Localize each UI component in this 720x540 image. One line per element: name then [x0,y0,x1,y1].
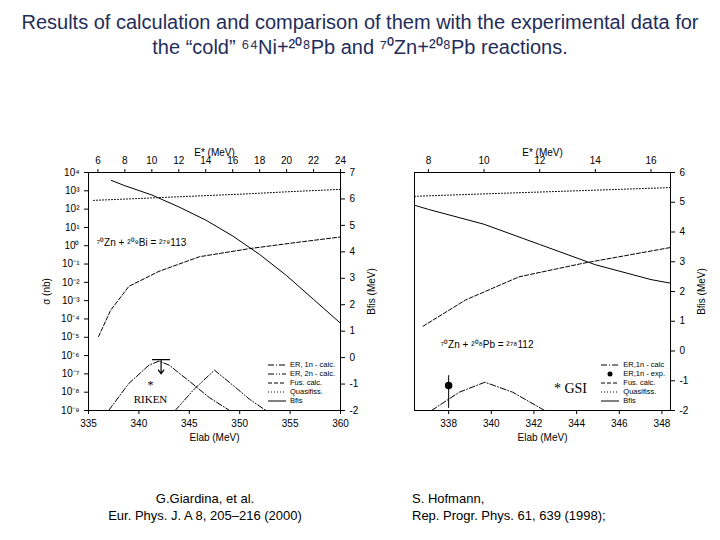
svg-text:⁷⁰Zn + ²⁰⁸Pb = ²⁷⁸112: ⁷⁰Zn + ²⁰⁸Pb = ²⁷⁸112 [441,339,534,350]
svg-text:345: 345 [181,418,198,429]
svg-text:3: 3 [350,272,356,283]
svg-text:-1: -1 [350,378,359,389]
html-text:Bfis: Bfis [290,396,303,405]
svg-text:Bfis (MeV): Bfis (MeV) [366,268,377,315]
svg-text:6: 6 [95,155,101,166]
svg-text:340: 340 [131,418,148,429]
svg-text:10³: 10³ [65,185,80,196]
svg-text:10¹: 10¹ [65,222,80,233]
svg-text:0: 0 [680,345,686,356]
svg-text:*: * [148,378,154,392]
html-text:ER,1n - calc: ER,1n - calc [623,360,665,369]
svg-text:5: 5 [350,220,356,231]
svg-text:342: 342 [526,418,543,429]
svg-text:3: 3 [680,256,686,267]
svg-text:1: 1 [350,325,356,336]
svg-text:10: 10 [479,155,491,166]
svg-text:8: 8 [426,155,432,166]
svg-text:16: 16 [645,155,657,166]
svg-text:10⁻⁴: 10⁻⁴ [61,313,79,324]
html-text:Fus. calc.: Fus. calc. [623,378,656,387]
svg-text:8: 8 [122,155,128,166]
svg-text:10⁴: 10⁴ [64,167,79,178]
svg-text:12: 12 [534,154,546,166]
svg-text:10²: 10² [65,203,80,214]
svg-text:1: 1 [680,315,686,326]
svg-text:-1: -1 [680,375,689,386]
html-text:ER, 1n - calc.: ER, 1n - calc. [290,360,335,369]
svg-text:* GSI: * GSI [554,381,587,396]
svg-text:348: 348 [654,418,671,429]
html-text:Rep. Progr. Phys. 61, 639 (199: Rep. Progr. Phys. 61, 639 (1998); [412,508,606,523]
svg-text:12: 12 [173,155,185,166]
svg-text:10: 10 [146,155,158,166]
svg-text:10⁻¹: 10⁻¹ [62,258,80,269]
svg-text:σ (nb): σ (nb) [41,278,52,305]
svg-text:10⁻⁶: 10⁻⁶ [61,350,79,361]
svg-text:Elab (MeV): Elab (MeV) [189,432,239,443]
svg-text:14: 14 [200,154,212,166]
svg-text:24: 24 [335,155,347,166]
svg-text:-2: -2 [680,405,689,416]
html-text:Fus. calc.: Fus. calc. [290,378,323,387]
html-text:Eur. Phys. J. A 8, 205–216 (20: Eur. Phys. J. A 8, 205–216 (2000) [108,508,302,523]
html-text:Quasifiss.: Quasifiss. [623,387,657,396]
html-text:Results of calculation and com: Results of calculation and comparison of… [21,11,699,58]
svg-text:10⁰: 10⁰ [64,240,79,251]
svg-text:10⁻⁹: 10⁻⁹ [61,405,79,416]
svg-text:RIKEN: RIKEN [134,393,168,405]
svg-text:7: 7 [350,167,356,178]
svg-text:346: 346 [611,418,628,429]
svg-text:4: 4 [350,246,356,257]
svg-text:⁷⁰Zn + ²⁰⁹Bi = ²⁷⁹113: ⁷⁰Zn + ²⁰⁹Bi = ²⁷⁹113 [97,237,187,248]
svg-text:14: 14 [590,155,602,166]
svg-text:350: 350 [231,418,248,429]
svg-text:22: 22 [308,155,320,166]
svg-text:340: 340 [483,418,500,429]
html-text:S. Hofmann,: S. Hofmann, [412,491,485,506]
svg-text:335: 335 [80,418,97,429]
svg-text:20: 20 [281,155,293,166]
svg-text:E* (MeV): E* (MeV) [522,147,563,158]
svg-text:5: 5 [680,196,686,207]
svg-text:-2: -2 [350,405,359,416]
svg-text:10⁻⁷: 10⁻⁷ [62,368,80,379]
svg-text:0: 0 [350,352,356,363]
svg-text:6: 6 [680,167,686,178]
svg-text:338: 338 [440,418,457,429]
html-text:Bfis: Bfis [623,396,636,405]
svg-text:344: 344 [568,418,585,429]
svg-text:Elab (MeV): Elab (MeV) [517,432,567,443]
svg-text:10⁻²: 10⁻² [62,277,80,288]
svg-text:2: 2 [680,286,686,297]
svg-text:6: 6 [350,193,356,204]
html-text:G.Giardina, et al.: G.Giardina, et al. [155,491,255,506]
svg-text:10⁻⁸: 10⁻⁸ [61,386,79,397]
html-text:ER,1n - exp.: ER,1n - exp. [623,369,665,378]
svg-text:10⁻³: 10⁻³ [62,295,80,306]
svg-text:360: 360 [332,418,349,429]
svg-text:Bfis (MeV): Bfis (MeV) [696,268,707,315]
svg-text:10⁻⁵: 10⁻⁵ [61,331,79,342]
svg-text:355: 355 [282,418,299,429]
svg-text:4: 4 [680,226,686,237]
svg-text:E* (MeV): E* (MeV) [194,147,235,158]
html-text:ER, 2n - calc.: ER, 2n - calc. [290,369,335,378]
svg-text:2: 2 [350,299,356,310]
svg-text:16: 16 [227,154,239,166]
svg-text:18: 18 [254,155,266,166]
html-text:Quasifiss.: Quasifiss. [290,387,323,396]
